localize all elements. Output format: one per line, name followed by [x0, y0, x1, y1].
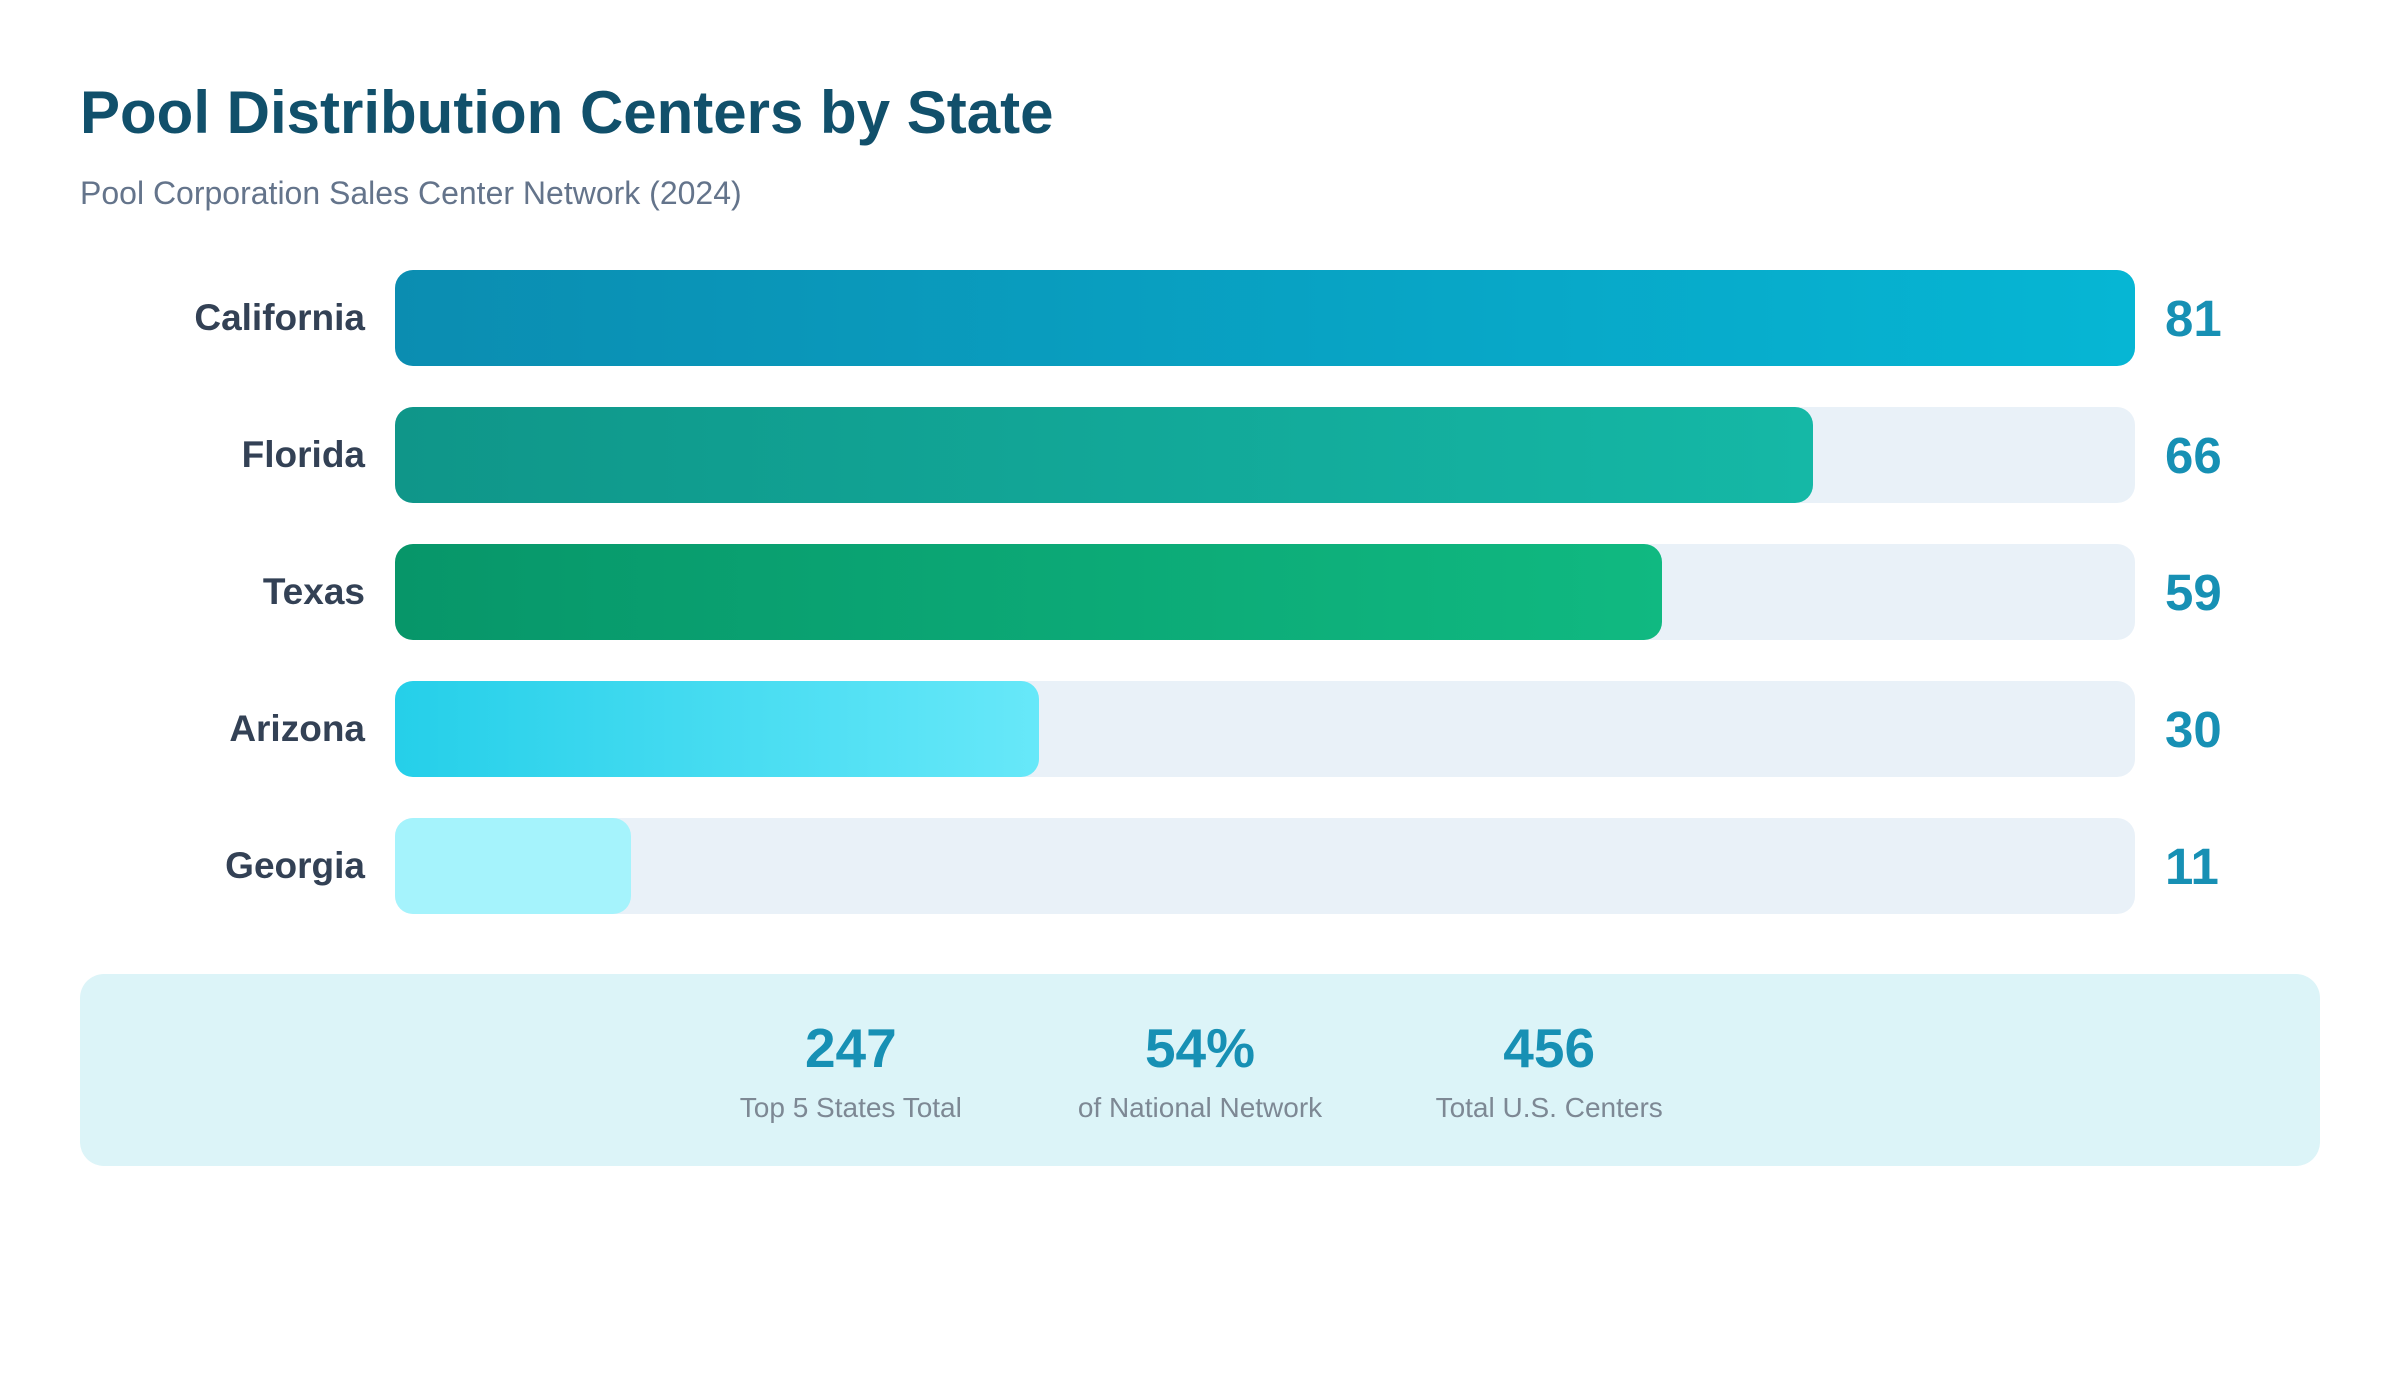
stat-label: of National Network	[1077, 1092, 1323, 1123]
chart-subtitle: Pool Corporation Sales Center Network (2…	[80, 175, 742, 211]
summary-panel: 247 Top 5 States Total 54% of National N…	[80, 974, 2320, 1166]
bar-value: 81	[2165, 289, 2222, 347]
bar-fill	[395, 818, 632, 914]
bar-chart: California 81 Florida 66 Texas 59 Arizon…	[80, 270, 2320, 914]
chart-title: Pool Distribution Centers by State	[80, 79, 1054, 146]
bar-track	[395, 407, 2135, 503]
bar-label: Georgia	[225, 845, 365, 886]
stat-label: Total U.S. Centers	[1435, 1092, 1663, 1123]
bar-value: 66	[2165, 426, 2222, 484]
bar-row: Florida 66	[80, 407, 2320, 503]
stat-label: Top 5 States Total	[739, 1092, 962, 1123]
bar-label: California	[194, 297, 365, 338]
bar-value: 59	[2165, 563, 2222, 621]
bar-label: Arizona	[229, 708, 365, 749]
bar-fill	[395, 544, 1663, 640]
summary-stat-top5: 247 Top 5 States Total	[736, 1016, 966, 1124]
bar-fill	[395, 407, 1813, 503]
stat-value: 247	[804, 1017, 897, 1079]
summary-stat-total-us: 456 Total U.S. Centers	[1434, 1016, 1664, 1124]
summary-stat-network-share: 54% of National Network	[1078, 1016, 1322, 1124]
bar-label: Texas	[262, 571, 365, 612]
bar-label: Florida	[241, 434, 365, 475]
bar-track	[395, 818, 2135, 914]
bar-fill	[395, 270, 2135, 366]
bar-track	[395, 544, 2135, 640]
bar-track	[395, 270, 2135, 366]
bar-value: 11	[2165, 837, 2219, 895]
bar-row: Arizona 30	[80, 681, 2320, 777]
bar-fill	[395, 681, 1040, 777]
bar-track	[395, 681, 2135, 777]
bar-value: 30	[2165, 700, 2222, 758]
bar-row: California 81	[80, 270, 2320, 366]
stat-value: 54%	[1144, 1017, 1256, 1079]
bar-row: Texas 59	[80, 544, 2320, 640]
bar-row: Georgia 11	[80, 818, 2320, 914]
stat-value: 456	[1503, 1017, 1596, 1079]
